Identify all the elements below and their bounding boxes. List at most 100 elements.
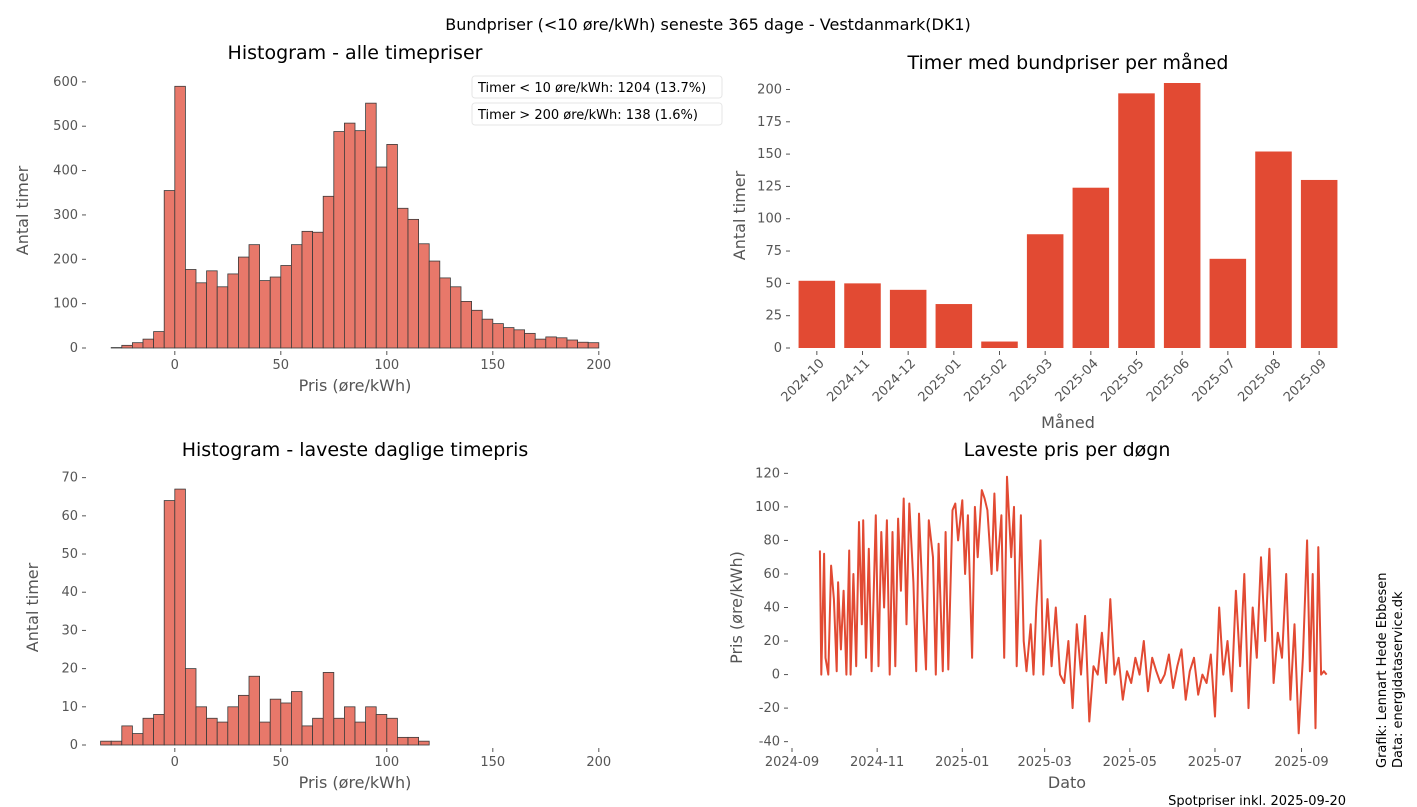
x-tick-label: 50 xyxy=(273,358,290,373)
histogram-bar xyxy=(100,740,112,746)
histogram-bar xyxy=(142,338,154,349)
month-bar xyxy=(1209,258,1247,348)
month-bar xyxy=(935,304,973,348)
y-tick-label: 75 xyxy=(765,244,782,259)
x-tick-label: 2025-01 xyxy=(916,356,965,405)
x-tick-label: 100 xyxy=(374,755,399,770)
histogram-bar xyxy=(174,488,186,746)
histogram-bar xyxy=(280,702,292,746)
y-tick-label: 0 xyxy=(772,668,780,683)
histogram-bar xyxy=(439,277,451,349)
x-tick-label: 2025-04 xyxy=(1053,356,1102,405)
month-bar xyxy=(981,341,1018,348)
histogram-bar xyxy=(248,675,261,746)
x-tick-label: 2025-07 xyxy=(1190,356,1239,405)
histogram-bar xyxy=(418,740,430,746)
histogram-bar xyxy=(545,336,557,349)
histogram-bar xyxy=(312,717,324,746)
histogram-bar xyxy=(407,736,420,746)
histogram-bar xyxy=(237,694,250,746)
y-tick-label: 125 xyxy=(757,179,782,194)
histogram-bar xyxy=(513,329,526,349)
x-tick-label: 0 xyxy=(171,358,179,373)
histogram-bar xyxy=(396,736,409,746)
histogram-bar xyxy=(481,318,494,349)
x-tick-label: 2025-01 xyxy=(935,755,989,770)
figure-suptitle: Bundpriser (<10 øre/kWh) seneste 365 dag… xyxy=(445,15,971,34)
histogram-bar xyxy=(577,341,589,349)
annotation-text: Timer < 10 øre/kWh: 1204 (13.7%) xyxy=(477,81,706,96)
y-tick-label: 60 xyxy=(763,567,780,582)
y-tick-label: 70 xyxy=(61,471,78,486)
y-tick-label: 30 xyxy=(61,623,78,638)
histogram-bar xyxy=(524,332,536,349)
y-tick-label: 20 xyxy=(61,662,78,677)
y-tick-label: 150 xyxy=(757,147,782,162)
histogram-bar xyxy=(269,698,282,746)
annotation-box xyxy=(471,75,723,99)
month-bar xyxy=(1026,234,1064,348)
y-tick-label: 40 xyxy=(61,585,78,600)
y-tick-label: 0 xyxy=(774,341,782,356)
histogram-bar xyxy=(131,342,144,349)
histogram-bar xyxy=(556,337,568,349)
x-tick-label: 50 xyxy=(273,755,290,770)
chart-title: Laveste pris per døgn xyxy=(964,439,1171,461)
histogram-bar xyxy=(312,231,324,349)
histogram-bar xyxy=(206,717,218,746)
histogram-bar xyxy=(290,691,303,746)
histogram-bar xyxy=(386,717,398,746)
x-tick-label: 2025-09 xyxy=(1281,356,1330,405)
x-tick-label: 200 xyxy=(586,755,611,770)
y-tick-label: 100 xyxy=(755,500,780,515)
histogram-bar xyxy=(460,301,473,349)
histogram-bar xyxy=(259,280,271,349)
x-tick-label: 2025-02 xyxy=(961,356,1010,405)
histogram-bar xyxy=(301,230,314,349)
chart-bottom-price-hours-per-month: 2024-102024-112024-122025-012025-022025-… xyxy=(730,51,1338,432)
histogram-bar xyxy=(184,668,197,746)
y-tick-label: 400 xyxy=(53,164,78,179)
histogram-bar xyxy=(502,327,515,349)
histogram-bar xyxy=(259,721,271,746)
y-tick-label: 40 xyxy=(763,601,780,616)
histogram-bar xyxy=(121,725,133,746)
x-axis-label: Dato xyxy=(1048,773,1086,792)
month-bar xyxy=(1255,151,1292,348)
histogram-bar xyxy=(280,265,292,349)
histogram-bar xyxy=(174,85,186,349)
histogram-bar xyxy=(195,282,207,349)
x-axis-label: Pris (øre/kWh) xyxy=(299,773,412,792)
x-tick-label: 100 xyxy=(374,358,399,373)
y-tick-label: 10 xyxy=(61,700,78,715)
histogram-bar xyxy=(216,286,229,349)
x-tick-label: 2025-05 xyxy=(1098,356,1147,405)
x-tick-label: 2024-10 xyxy=(779,356,828,405)
y-axis-label: Antal timer xyxy=(13,165,32,255)
x-axis-label: Pris (øre/kWh) xyxy=(299,376,412,395)
histogram-bar xyxy=(163,190,176,349)
x-tick-label: 0 xyxy=(171,755,179,770)
footer-date: Spotpriser inkl. 2025-09-20 xyxy=(1168,794,1346,807)
histogram-bar xyxy=(449,286,462,349)
month-bar xyxy=(1072,187,1110,348)
histogram-bar xyxy=(492,323,504,349)
histogram-bar xyxy=(269,276,282,349)
histogram-bar xyxy=(184,269,197,349)
annotation-text: Timer > 200 øre/kWh: 138 (1.6%) xyxy=(477,108,698,123)
histogram-bar xyxy=(386,144,398,349)
histogram-bar xyxy=(534,338,547,349)
histogram-bar xyxy=(322,672,335,746)
histogram-bar xyxy=(566,339,579,349)
histogram-bar xyxy=(153,714,165,746)
histogram-bar xyxy=(206,270,218,349)
x-axis-label: Måned xyxy=(1041,413,1095,432)
histogram-bar xyxy=(471,309,483,349)
histogram-bar xyxy=(227,273,239,349)
y-tick-label: 50 xyxy=(61,547,78,562)
chart-histogram-all-prices: Histogram - alle timepriser 0 100 200 300 400… xyxy=(13,42,723,395)
y-tick-label: 0 xyxy=(70,738,78,753)
y-axis-label: Antal timer xyxy=(730,170,749,260)
histogram-bar xyxy=(343,122,356,349)
x-tick-label: 2025-03 xyxy=(1007,356,1056,405)
